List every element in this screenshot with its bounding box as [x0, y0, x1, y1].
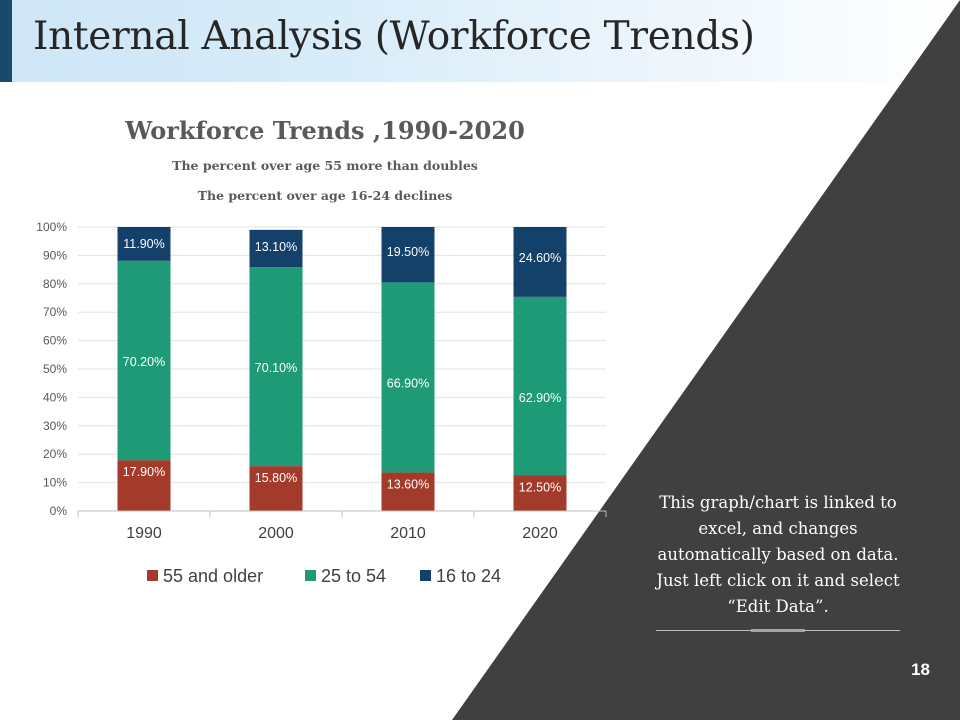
legend[interactable]: 55 and older 25 to 54 16 to 24: [147, 566, 501, 586]
header-accent-bar: [0, 0, 12, 82]
bar-segment[interactable]: [513, 475, 567, 512]
bar-segment[interactable]: [381, 472, 435, 511]
bar-segment[interactable]: [117, 260, 171, 461]
x-category-label: 2020: [522, 525, 558, 542]
data-label: 62.90%: [519, 391, 561, 405]
data-label: 11.90%: [123, 237, 164, 251]
chart-title[interactable]: Workforce Trends ,1990-2020: [125, 116, 525, 145]
bar-segment[interactable]: [513, 227, 567, 297]
y-tick-label: 40%: [43, 390, 67, 404]
x-category-label: 2010: [390, 525, 426, 542]
y-tick-label: 20%: [43, 447, 67, 461]
x-category-label: 2000: [258, 525, 294, 542]
y-tick-label: 50%: [43, 362, 67, 376]
excel-link-note: This graph/chart is linked to excel, and…: [656, 493, 900, 616]
y-tick-label: 100%: [36, 220, 67, 234]
data-label: 70.20%: [123, 355, 165, 369]
axes: 0% 10% 20% 30% 40% 50% 60% 70% 80% 90% 100% 1990 200…: [36, 220, 607, 542]
bar-segment[interactable]: [381, 227, 435, 283]
bar-segment[interactable]: [249, 466, 303, 511]
data-label: 19.50%: [387, 245, 429, 259]
data-label: 24.60%: [519, 251, 561, 265]
y-tick-label: 70%: [43, 305, 67, 319]
bar-segment[interactable]: [381, 282, 435, 473]
bar-segment[interactable]: [117, 227, 171, 261]
legend-label[interactable]: 16 to 24: [436, 566, 501, 586]
bar-segment[interactable]: [117, 460, 171, 511]
data-label: 15.80%: [255, 471, 297, 485]
legend-swatch[interactable]: [420, 570, 431, 581]
data-label: 17.90%: [123, 465, 165, 479]
page-number: 18: [911, 660, 930, 679]
y-tick-label: 60%: [43, 334, 67, 348]
data-label: 70.10%: [255, 361, 297, 375]
y-tick-label: 10%: [43, 476, 67, 490]
chart-subtitle-2[interactable]: The percent over age 16-24 declines: [197, 188, 453, 203]
y-tick-label: 30%: [43, 419, 67, 433]
y-tick-label: 90%: [43, 248, 67, 262]
bar-segment[interactable]: [249, 229, 303, 268]
bars: [117, 227, 567, 512]
legend-swatch[interactable]: [305, 570, 316, 581]
legend-label[interactable]: 55 and older: [163, 566, 263, 586]
data-labels: 17.90% 70.20% 11.90% 15.80% 70.10% 13.10% 13.6…: [123, 237, 561, 495]
note-divider-accent: [751, 629, 805, 632]
bar-segment[interactable]: [513, 296, 567, 476]
data-label: 66.90%: [387, 376, 429, 390]
bar-segment[interactable]: [249, 267, 303, 467]
chart-subtitle-1[interactable]: The percent over age 55 more than double…: [172, 158, 478, 173]
data-label: 12.50%: [519, 481, 561, 495]
y-tick-label: 80%: [43, 277, 67, 291]
data-label: 13.10%: [255, 240, 297, 254]
data-label: 13.60%: [387, 477, 429, 491]
y-tick-label: 0%: [50, 504, 68, 518]
x-category-label: 1990: [126, 525, 162, 542]
legend-swatch[interactable]: [147, 570, 158, 581]
legend-label[interactable]: 25 to 54: [321, 566, 386, 586]
